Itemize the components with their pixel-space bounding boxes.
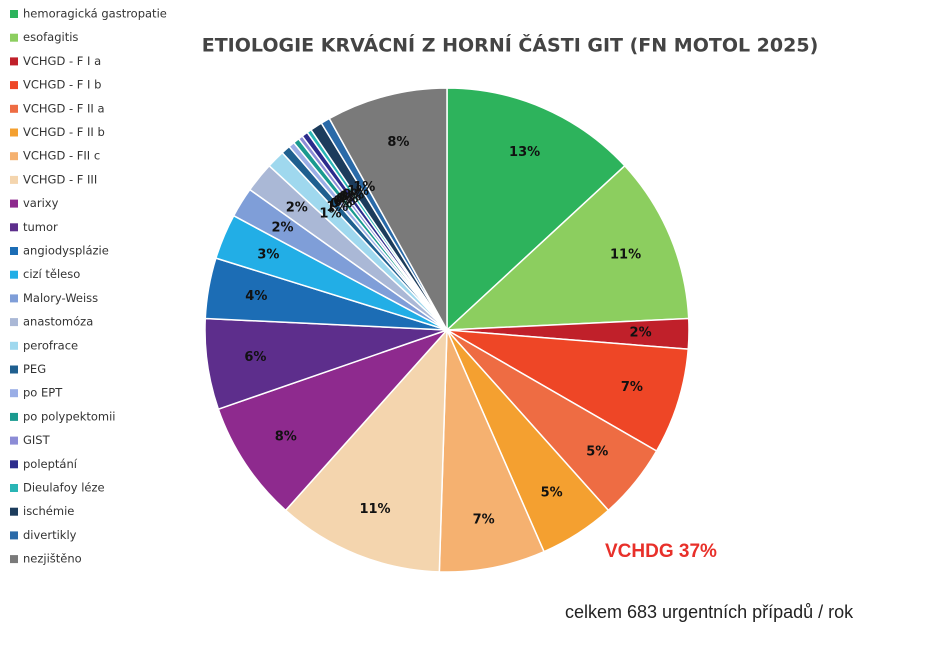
legend-label: VCHGD - F II a (23, 101, 105, 115)
data-label: 3% (257, 248, 279, 263)
legend-swatch (10, 389, 18, 398)
legend-swatch (10, 223, 18, 232)
legend-label: PEG (23, 362, 46, 376)
legend-label: angiodysplázie (23, 244, 109, 258)
legend-label: po EPT (23, 386, 63, 400)
data-label: 11% (610, 248, 641, 263)
data-label: 5% (586, 445, 608, 460)
data-label: 2% (271, 220, 293, 235)
legend-swatch (10, 128, 18, 137)
legend-swatch (10, 152, 18, 161)
legend-swatch (10, 175, 18, 184)
data-label: 5% (541, 485, 563, 500)
data-label: 6% (244, 350, 266, 365)
data-label: 1% (353, 180, 375, 195)
legend-label: perofrace (23, 338, 78, 352)
pie-slice (446, 329, 690, 453)
legend-label: esofagitis (23, 30, 78, 44)
legend-swatch (10, 507, 18, 516)
legend-label: VCHGD - FII c (23, 149, 100, 163)
legend-swatch (10, 365, 18, 374)
data-label: 7% (621, 380, 643, 395)
legend-label: ischémie (23, 504, 74, 518)
chart-title: ETIOLOGIE KRVÁCNÍ Z HORNÍ ČÁSTI GIT (FN … (202, 33, 819, 57)
data-label: 0% (339, 189, 361, 204)
pie-slice (217, 328, 450, 512)
legend-swatch (10, 199, 18, 208)
annotation: VCHDG 37% (605, 541, 717, 562)
annotation: celkem 683 urgentních případů / rok (565, 602, 854, 622)
legend-label: Dieulafoy léze (23, 481, 105, 495)
legend-swatch (10, 33, 18, 42)
data-label: 1% (347, 184, 369, 199)
data-label: 4% (245, 289, 267, 304)
legend-swatch (10, 460, 18, 469)
data-label: 0% (330, 196, 352, 211)
legend-label: po polypektomii (23, 409, 116, 423)
legend-swatch (10, 318, 18, 327)
legend-swatch (10, 81, 18, 90)
legend-label: nezjištěno (23, 552, 82, 566)
legend-swatch (10, 341, 18, 350)
legend-label: tumor (23, 220, 58, 234)
legend-label: VCHGD - F I a (23, 54, 101, 68)
legend-label: varixy (23, 196, 59, 210)
data-label: 8% (387, 135, 409, 150)
data-label: 0% (342, 187, 364, 202)
legend-label: cizí těleso (23, 267, 80, 281)
pie-slice (446, 87, 626, 332)
pie-slice (444, 164, 690, 331)
data-label: 0% (333, 194, 355, 209)
legend-swatch (10, 531, 18, 540)
legend-swatch (10, 247, 18, 255)
legend-swatch (10, 436, 18, 445)
data-label: 13% (509, 145, 540, 160)
legend-label: VCHGD - F I b (23, 78, 101, 92)
legend-swatch (10, 270, 18, 279)
data-label: 8% (275, 430, 297, 445)
data-label: 7% (473, 513, 495, 528)
data-label: 11% (359, 502, 390, 517)
legend-swatch (10, 412, 18, 421)
data-label: 0% (336, 192, 358, 207)
data-label: 2% (630, 326, 652, 341)
legend-label: GIST (23, 433, 51, 447)
legend-swatch (10, 484, 18, 492)
legend-swatch (10, 104, 18, 113)
legend-swatch (10, 57, 18, 66)
pie-slice (328, 87, 448, 333)
legend-swatch (10, 10, 18, 18)
data-label: 2% (286, 200, 308, 215)
legend-label: VCHGD - F III (23, 172, 97, 186)
legend-swatch (10, 555, 18, 564)
legend-label: VCHGD - F II b (23, 125, 105, 139)
data-label: 1% (326, 200, 348, 215)
legend-label: divertikly (23, 528, 77, 542)
data-label: 1% (319, 206, 341, 221)
legend-label: hemoragická gastropatie (23, 7, 167, 21)
legend-label: poleptání (23, 457, 78, 471)
legend-label: Malory-Weiss (23, 291, 98, 305)
legend-label: anastomóza (23, 315, 93, 329)
pie-slice (284, 327, 448, 573)
pie-slice (438, 329, 546, 573)
legend-swatch (10, 294, 18, 303)
